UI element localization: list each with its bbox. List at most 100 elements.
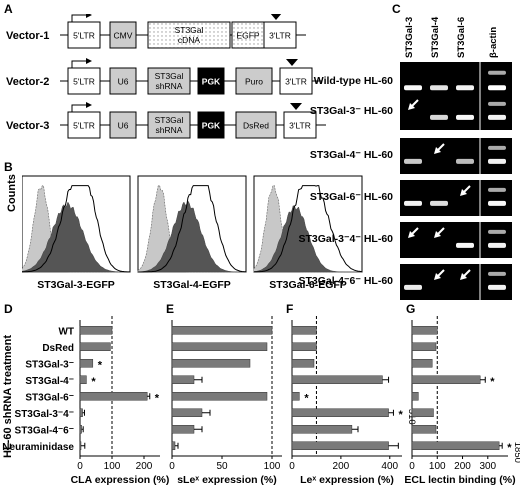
bar — [411, 408, 434, 417]
histogram-xlabel: ST3Gal-3-EGFP — [37, 279, 115, 291]
vector-label: Vector-3 — [6, 120, 49, 132]
vector-element-label: ST3Gal — [175, 25, 204, 35]
histogram-xlabel: ST3Gal-4-EGFP — [153, 279, 231, 291]
vector-element-label: ST3Gal — [155, 115, 184, 125]
gel-band — [488, 187, 506, 192]
vector-element-box — [235, 111, 277, 139]
bar — [291, 359, 315, 368]
bar — [79, 425, 82, 434]
vector-element-box — [235, 67, 273, 95]
bar — [171, 392, 268, 401]
significance-marker: * — [490, 376, 495, 388]
x-tick-label: 50 — [216, 461, 228, 472]
gel-band — [456, 242, 474, 248]
vector-element-box — [231, 21, 265, 49]
gel-arrowhead-icon — [408, 231, 415, 238]
panel-letter-c: C — [392, 2, 401, 16]
bar — [171, 326, 273, 335]
vector-element-label: 3'LTR — [269, 31, 291, 41]
bar — [411, 392, 419, 401]
gel-arrowhead-icon — [408, 103, 415, 110]
vector-element-box — [109, 111, 137, 139]
gel-band — [488, 284, 506, 290]
x-tick-label: 100 — [264, 461, 281, 472]
vector-element-label: DsRed — [243, 121, 269, 131]
gel-band — [430, 85, 448, 91]
histogram-open-line — [254, 185, 363, 273]
significance-marker: * — [398, 409, 403, 421]
histogram-open-line — [138, 185, 246, 273]
bar-category-label: ST3Gal-6⁻ — [25, 392, 74, 403]
vector-element-label: CMV — [114, 31, 133, 41]
bar — [79, 326, 113, 335]
bar — [171, 441, 176, 450]
bar — [411, 342, 437, 351]
vector-element-label: 3'LTR — [289, 121, 311, 131]
bar-xlabel: sLeˣ expression (%) — [177, 474, 277, 486]
gel-band — [488, 101, 506, 106]
gel-arrowhead-icon — [434, 231, 441, 238]
x-tick-label: 200 — [136, 461, 153, 472]
bar — [291, 375, 383, 384]
x-tick-label: 100 — [429, 461, 446, 472]
panel-letter-e: E — [166, 302, 175, 316]
bar — [291, 408, 389, 417]
bar — [79, 408, 83, 417]
promoter-arrow-icon — [71, 60, 86, 68]
bar — [79, 342, 111, 351]
gel-row-label: ST3Gal-6⁻ HL-60 — [309, 191, 393, 203]
gel-row-image — [400, 264, 512, 300]
bar — [79, 392, 148, 401]
bar-category-label: ST3Gal-4⁻ — [25, 376, 74, 387]
bar-charts: 0 100 200 CLA expression (%) WT DsRed * ST3Gal-… — [2, 316, 520, 486]
bar — [411, 425, 437, 434]
vector-element-label: cDNA — [178, 35, 201, 45]
vector-element-box — [283, 111, 317, 139]
x-tick-label: 300 — [479, 461, 496, 472]
gel-arrowhead-icon — [460, 189, 467, 196]
gel-column-header: ST3Gal-3 — [404, 17, 415, 58]
arrowhead-icon — [86, 14, 92, 18]
gel-column-header: ST3Gal-4 — [430, 16, 441, 58]
significance-marker: * — [91, 376, 96, 388]
panel-letter-a: A — [4, 2, 13, 16]
gel-row-label: ST3Gal-3⁻ HL-60 — [309, 105, 393, 117]
arrowhead-icon — [86, 58, 92, 64]
gel-band — [488, 158, 506, 164]
x-tick-label: 0 — [77, 461, 83, 472]
vector-element-label: EGFP — [236, 31, 259, 41]
bar — [291, 441, 389, 450]
gel-band — [404, 158, 422, 164]
vector-element-box — [279, 67, 313, 95]
vector-element-box — [197, 67, 225, 95]
bar — [79, 441, 82, 450]
bar — [411, 375, 481, 384]
bar — [171, 359, 251, 368]
gel-band — [488, 145, 506, 150]
gel-row-image — [400, 138, 512, 174]
vector-element-label: U6 — [118, 121, 129, 131]
vector-element-box — [67, 21, 101, 49]
bar-category-label: WT — [58, 326, 74, 337]
bar — [171, 375, 195, 384]
vector-element-label: shRNA — [156, 81, 183, 91]
x-tick-label: 0 — [409, 461, 415, 472]
panel-letter-f: F — [286, 302, 294, 316]
gel-band — [488, 70, 506, 75]
bar — [79, 375, 87, 384]
gel-arrowhead-icon — [434, 273, 441, 280]
gel-band — [456, 85, 474, 91]
vector-element-label: 5'LTR — [73, 77, 95, 87]
gel-row-label: Wild-type HL-60 — [313, 75, 393, 87]
gel-band — [430, 200, 448, 206]
gel-band — [456, 114, 474, 120]
gel-band — [488, 229, 506, 234]
bar — [79, 359, 94, 368]
bar-category-label: Neuraminidase — [2, 442, 74, 453]
gel-band — [404, 85, 422, 91]
gel-arrowhead-icon — [434, 147, 441, 154]
vector-element-box — [67, 67, 101, 95]
histogram-panels: ST3Gal-3-EGFP ST3Gal-4-EGFP ST3Gal-6-EGFP — [22, 175, 363, 291]
vector-element-label: 3'LTR — [285, 77, 307, 87]
